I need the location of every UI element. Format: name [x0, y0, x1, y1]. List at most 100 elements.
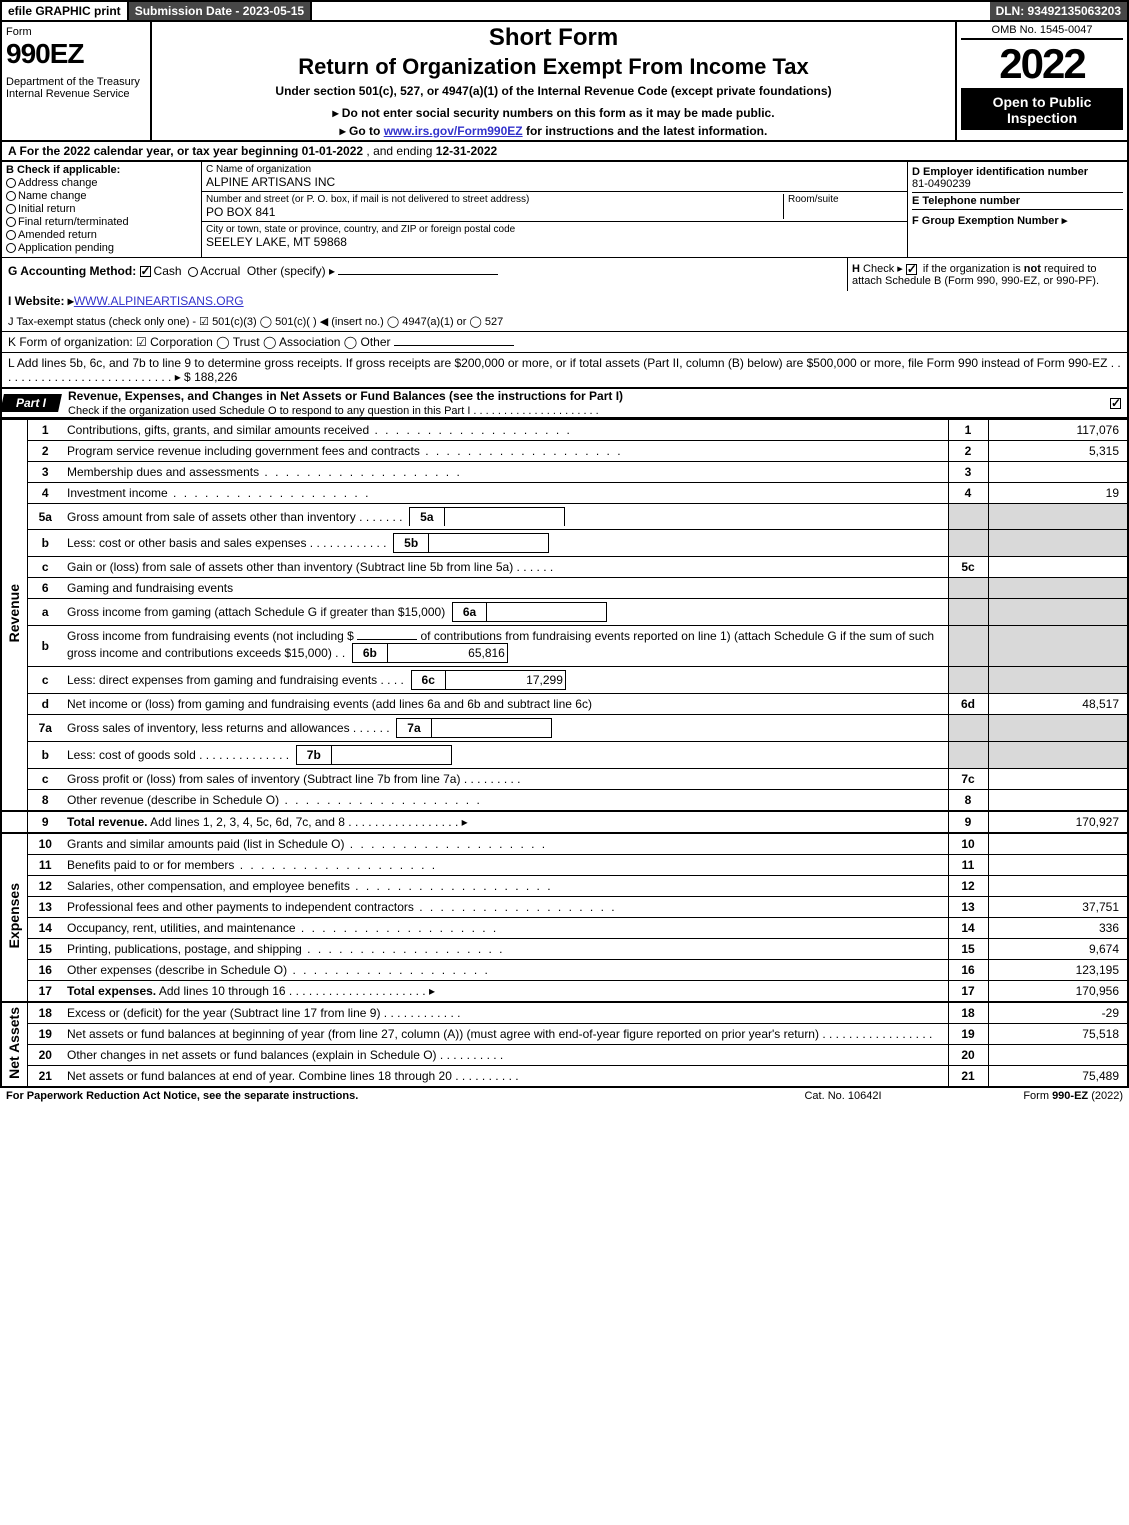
side-expenses: Expenses	[1, 833, 27, 1002]
row-j-text: J Tax-exempt status (check only one) - ☑…	[8, 316, 503, 328]
tax-end: 12-31-2022	[436, 144, 497, 158]
ein-label: D Employer identification number	[912, 166, 1088, 178]
chk-initial-return[interactable]: Initial return	[6, 203, 197, 215]
chk-schedule-b[interactable]	[906, 264, 917, 275]
form-number: 990EZ	[6, 38, 146, 70]
col-d-numbers: D Employer identification number 81-0490…	[907, 162, 1127, 257]
tel-block: E Telephone number	[912, 193, 1123, 210]
col-c-org-info: C Name of organization ALPINE ARTISANS I…	[202, 162, 907, 257]
website-label: I Website: ▸	[8, 294, 74, 308]
g-label: G Accounting Method:	[8, 264, 136, 278]
row-h: H Check ▸ if the organization is not req…	[847, 258, 1127, 291]
form-label: Form	[6, 26, 146, 38]
row-a-tax-year: A For the 2022 calendar year, or tax yea…	[0, 142, 1129, 162]
line-6b: bGross income from fundraising events (n…	[1, 626, 1128, 667]
line-10: Expenses 10Grants and similar amounts pa…	[1, 833, 1128, 855]
part1-badge: Part I	[0, 394, 62, 412]
other-org-blank[interactable]	[394, 345, 514, 346]
line-11: 11Benefits paid to or for members11	[1, 855, 1128, 876]
top-bar: efile GRAPHIC print Submission Date - 20…	[0, 0, 1129, 22]
header-mid: Short Form Return of Organization Exempt…	[152, 22, 957, 140]
goto-pre: ▸ Go to	[340, 124, 384, 138]
row-k-form-org: K Form of organization: ☑ Corporation ◯ …	[0, 331, 1129, 353]
gross-receipts-amount: 188,226	[194, 370, 237, 384]
chk-cash[interactable]	[140, 266, 151, 277]
ein-value: 81-0490239	[912, 178, 971, 190]
line-5c: cGain or (loss) from sale of assets othe…	[1, 557, 1128, 578]
tax-begin: 01-01-2022	[302, 144, 363, 158]
row-a-pre: A For the 2022 calendar year, or tax yea…	[8, 144, 302, 158]
row-i-website: I Website: ▸WWW.ALPINEARTISANS.ORG	[0, 291, 1129, 311]
line-17: 17Total expenses. Add lines 10 through 1…	[1, 981, 1128, 1003]
chk-amended[interactable]: Amended return	[6, 229, 197, 241]
ein-block: D Employer identification number 81-0490…	[912, 164, 1123, 193]
omb-number: OMB No. 1545-0047	[961, 24, 1123, 40]
line-7a: 7aGross sales of inventory, less returns…	[1, 715, 1128, 742]
line-4: 4Investment income 419	[1, 483, 1128, 504]
line-21: 21Net assets or fund balances at end of …	[1, 1066, 1128, 1088]
part1-header-row: Part I Revenue, Expenses, and Changes in…	[0, 389, 1129, 419]
dept-label: Department of the Treasury Internal Reve…	[6, 76, 146, 100]
page-footer: For Paperwork Reduction Act Notice, see …	[0, 1088, 1129, 1104]
group-label: F Group Exemption Number ▸	[912, 215, 1067, 227]
header-right: OMB No. 1545-0047 2022 Open to Public In…	[957, 22, 1127, 140]
line-7b: bLess: cost of goods sold . . . . . . . …	[1, 742, 1128, 769]
main-table: Revenue 1Contributions, gifts, grants, a…	[0, 419, 1129, 1088]
line-5a: 5aGross amount from sale of assets other…	[1, 504, 1128, 530]
chk-name-change[interactable]: Name change	[6, 190, 197, 202]
under-section: Under section 501(c), 527, or 4947(a)(1)…	[158, 84, 949, 98]
line-2: 2Program service revenue including gover…	[1, 441, 1128, 462]
tel-label: E Telephone number	[912, 195, 1020, 207]
chk-schedule-o-part1[interactable]	[1110, 398, 1121, 409]
header-left: Form 990EZ Department of the Treasury In…	[2, 22, 152, 140]
line-5b: bLess: cost or other basis and sales exp…	[1, 530, 1128, 557]
tax-year: 2022	[961, 40, 1123, 90]
line-15: 15Printing, publications, postage, and s…	[1, 939, 1128, 960]
footer-mid: Cat. No. 10642I	[743, 1090, 943, 1102]
irs-link[interactable]: www.irs.gov/Form990EZ	[384, 124, 523, 138]
ssn-warning: ▸ Do not enter social security numbers o…	[158, 106, 949, 120]
part1-title: Revenue, Expenses, and Changes in Net As…	[68, 389, 1107, 417]
line-13: 13Professional fees and other payments t…	[1, 897, 1128, 918]
line-20: 20Other changes in net assets or fund ba…	[1, 1045, 1128, 1066]
side-revenue: Revenue	[1, 420, 27, 812]
side-net-assets: Net Assets	[1, 1002, 27, 1087]
line-6: 6Gaming and fundraising events	[1, 578, 1128, 599]
org-name-label: C Name of organization	[206, 164, 903, 175]
col-b-checkboxes: B Check if applicable: Address change Na…	[2, 162, 202, 257]
goto-post: for instructions and the latest informat…	[523, 124, 768, 138]
dln: DLN: 93492135063203	[990, 2, 1127, 20]
return-title: Return of Organization Exempt From Incom…	[158, 54, 949, 80]
line-12: 12Salaries, other compensation, and empl…	[1, 876, 1128, 897]
block-bcd: B Check if applicable: Address change Na…	[0, 162, 1129, 257]
accounting-method: G Accounting Method: Cash Accrual Other …	[2, 258, 847, 291]
line-1: Revenue 1Contributions, gifts, grants, a…	[1, 420, 1128, 441]
chk-final-return[interactable]: Final return/terminated	[6, 216, 197, 228]
short-form-title: Short Form	[158, 24, 949, 52]
line-16: 16Other expenses (describe in Schedule O…	[1, 960, 1128, 981]
line-18: Net Assets 18Excess or (deficit) for the…	[1, 1002, 1128, 1024]
org-city-cell: City or town, state or province, country…	[202, 222, 907, 251]
chk-app-pending[interactable]: Application pending	[6, 242, 197, 254]
footer-right: Form 990-EZ (2022)	[943, 1090, 1123, 1102]
chk-address-change[interactable]: Address change	[6, 177, 197, 189]
room-label: Room/suite	[788, 194, 903, 205]
city-label: City or town, state or province, country…	[206, 224, 903, 235]
form-header: Form 990EZ Department of the Treasury In…	[0, 22, 1129, 142]
line-9: 9Total revenue. Add lines 1, 2, 3, 4, 5c…	[1, 811, 1128, 833]
line-3: 3Membership dues and assessments 3	[1, 462, 1128, 483]
goto-line: ▸ Go to www.irs.gov/Form990EZ for instru…	[158, 124, 949, 138]
open-inspection: Open to Public Inspection	[961, 90, 1123, 130]
website-link[interactable]: WWW.ALPINEARTISANS.ORG	[74, 294, 244, 308]
line-6c: cLess: direct expenses from gaming and f…	[1, 667, 1128, 694]
col-b-label: B Check if applicable:	[6, 164, 197, 176]
org-name-cell: C Name of organization ALPINE ARTISANS I…	[202, 162, 907, 192]
line-8: 8Other revenue (describe in Schedule O) …	[1, 790, 1128, 812]
row-k-text: K Form of organization: ☑ Corporation ◯ …	[8, 335, 391, 349]
chk-accrual[interactable]	[188, 267, 198, 277]
row-a-mid: , and ending	[363, 144, 436, 158]
other-specify-blank[interactable]	[338, 274, 498, 275]
org-street-cell: Number and street (or P. O. box, if mail…	[202, 192, 907, 222]
row-j-tax-exempt: J Tax-exempt status (check only one) - ☑…	[0, 311, 1129, 331]
efile-label[interactable]: efile GRAPHIC print	[2, 2, 129, 20]
